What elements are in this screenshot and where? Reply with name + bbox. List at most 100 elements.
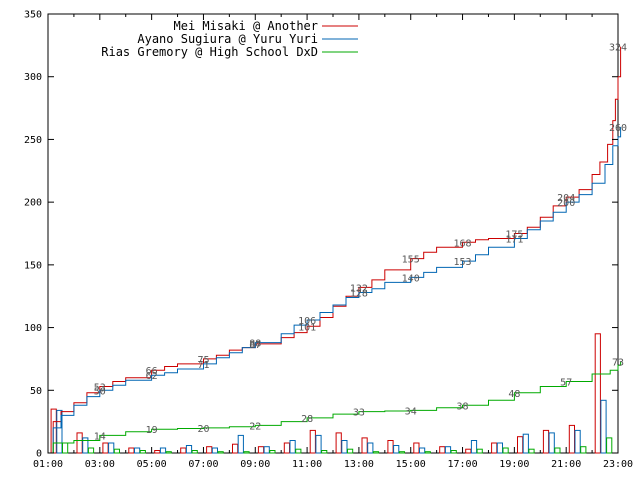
- hourly-bar: [476, 448, 483, 454]
- hourly-bar: [496, 442, 503, 454]
- hourly-bar: [606, 437, 613, 454]
- data-label: 168: [453, 238, 471, 249]
- data-label: 34: [405, 406, 417, 417]
- data-label: 33: [353, 408, 365, 419]
- hourly-bar: [450, 450, 457, 454]
- hourly-bar: [269, 450, 276, 454]
- plot-frame: [47, 13, 619, 454]
- data-label: 38: [456, 401, 468, 412]
- hourly-bar: [87, 447, 95, 454]
- data-label: 28: [301, 414, 313, 425]
- hourly-bar: [113, 448, 121, 454]
- data-label: 324: [609, 43, 627, 54]
- hourly-bar: [542, 429, 550, 454]
- y-tick-label: 0: [36, 449, 42, 460]
- y-tick-label: 200: [24, 198, 42, 209]
- data-label: 200: [557, 198, 575, 209]
- hourly-bar: [128, 447, 135, 454]
- x-tick-label: 09:00: [240, 459, 270, 470]
- hourly-bar: [580, 446, 587, 454]
- hourly-bar: [568, 424, 575, 454]
- data-label: 19: [146, 425, 158, 436]
- data-label: 50: [94, 386, 106, 397]
- hourly-bar: [387, 440, 394, 454]
- x-tick-label: 01:00: [33, 459, 63, 470]
- plot-border: [47, 13, 619, 454]
- hourly-bar: [289, 440, 296, 454]
- hourly-bar: [335, 432, 342, 454]
- hourly-bar: [502, 447, 509, 454]
- data-label: 71: [197, 360, 209, 371]
- data-label: 88: [249, 339, 261, 350]
- data-label: 132: [350, 283, 368, 294]
- hourly-bar: [517, 436, 524, 454]
- data-label: 101: [298, 322, 316, 333]
- data-label: 155: [402, 255, 420, 266]
- data-label: 62: [146, 371, 158, 382]
- data-label: 175: [505, 230, 523, 241]
- data-label: 22: [249, 421, 261, 432]
- series-line: [48, 361, 622, 454]
- x-tick-label: 11:00: [292, 459, 322, 470]
- hourly-bar: [600, 399, 607, 454]
- data-label: 128: [350, 289, 368, 300]
- hourly-bar: [465, 448, 472, 454]
- data-label: 204: [557, 193, 575, 204]
- hourly-bar: [398, 451, 405, 454]
- x-tick-label: 19:00: [499, 459, 529, 470]
- data-label: 106: [298, 316, 316, 327]
- hourly-bar: [315, 434, 322, 454]
- data-label: 153: [453, 257, 471, 268]
- series-line: [48, 126, 622, 454]
- data-label: 171: [505, 235, 523, 246]
- hourly-bar: [56, 409, 63, 454]
- hourly-bar: [367, 442, 374, 454]
- hourly-bar: [393, 445, 400, 454]
- hourly-bar: [102, 442, 109, 454]
- hourly-bar: [180, 447, 187, 454]
- hourly-bar: [283, 442, 290, 454]
- hourly-bar: [554, 447, 561, 454]
- hourly-bar: [528, 448, 535, 454]
- hourly-bar: [82, 437, 89, 454]
- hourly-bar: [491, 442, 498, 454]
- hourly-bar: [76, 432, 83, 454]
- x-tick-label: 15:00: [396, 459, 426, 470]
- hourly-bar: [419, 447, 426, 454]
- hourly-bar: [217, 451, 224, 454]
- data-label: 53: [94, 383, 106, 394]
- x-tick-label: 13:00: [344, 459, 374, 470]
- hourly-bar: [257, 446, 265, 454]
- x-tick-label: 17:00: [447, 459, 477, 470]
- y-tick-label: 150: [24, 260, 42, 271]
- hourly-bar: [413, 442, 420, 454]
- y-tick-label: 250: [24, 135, 42, 146]
- hourly-bar: [548, 432, 555, 454]
- hourly-bar: [206, 446, 213, 454]
- x-tick-label: 21:00: [551, 459, 581, 470]
- hourly-bar: [321, 450, 328, 454]
- hourly-bar: [134, 447, 141, 454]
- hourly-bar: [424, 451, 431, 454]
- hourly-bar: [574, 429, 581, 454]
- series-line: [48, 46, 622, 454]
- hourly-bar: [159, 447, 167, 454]
- y-tick-label: 350: [24, 10, 42, 21]
- data-label: 48: [508, 389, 520, 400]
- hourly-bars: [50, 333, 613, 454]
- hourly-bar: [361, 437, 368, 454]
- data-label: 87: [249, 340, 261, 351]
- legend-label: Rias Gremory @ High School DxD: [101, 45, 318, 59]
- hourly-bar: [594, 333, 601, 454]
- y-tick-label: 50: [30, 386, 42, 397]
- hourly-bar: [232, 443, 239, 454]
- y-tick-label: 300: [24, 72, 42, 83]
- hourly-bar: [347, 448, 354, 454]
- hourly-bar: [62, 442, 69, 454]
- axis-ticks: 0 50 100 150 200 250 300 350 01:00 03:00 05:00 07:0…: [24, 10, 633, 471]
- data-label: 260: [609, 123, 627, 134]
- x-tick-label: 03:00: [85, 459, 115, 470]
- legend-label: Ayano Sugiura @ Yuru Yuri: [137, 32, 318, 46]
- data-label: 73: [612, 357, 624, 368]
